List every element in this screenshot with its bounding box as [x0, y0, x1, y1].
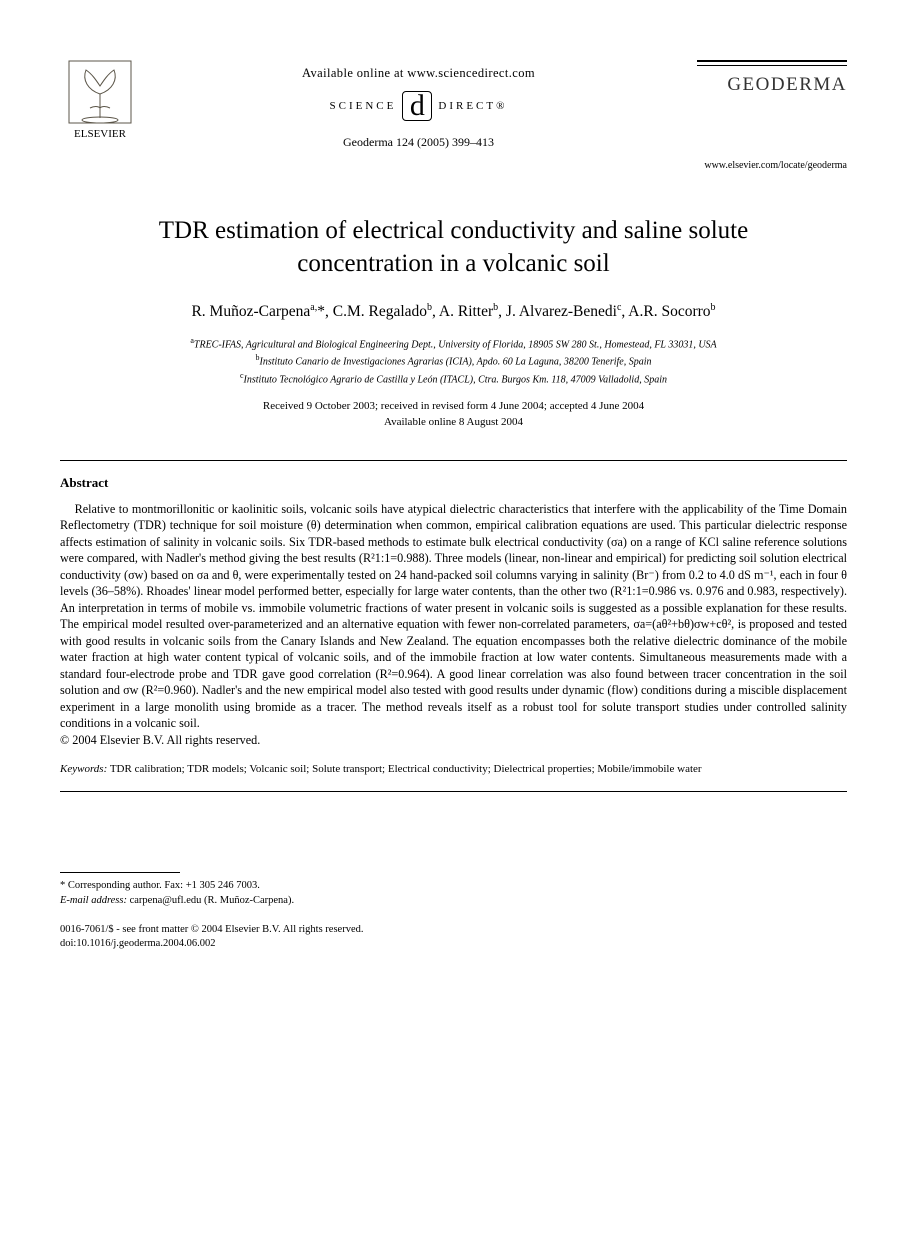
abstract-heading: Abstract	[60, 475, 847, 491]
journal-name: GEODERMA	[697, 74, 847, 96]
keywords-text: TDR calibration; TDR models; Volcanic so…	[110, 763, 702, 775]
issn-line: 0016-7061/$ - see front matter © 2004 El…	[60, 923, 847, 937]
abstract-body: Relative to montmorillonitic or kaolinit…	[60, 501, 847, 732]
header-right: GEODERMA	[697, 60, 847, 96]
dates-received: Received 9 October 2003; received in rev…	[60, 399, 847, 414]
email-line: E-mail address: carpena@ufl.edu (R. Muño…	[60, 894, 847, 909]
sd-text-right: DIRECT®	[438, 100, 507, 112]
journal-bar	[697, 60, 847, 66]
publisher-name: ELSEVIER	[74, 128, 126, 140]
locate-url: www.elsevier.com/locate/geoderma	[60, 160, 847, 171]
sd-d-icon: d	[402, 91, 432, 121]
header-center: Available online at www.sciencedirect.co…	[140, 60, 697, 150]
affiliation-b-text: Instituto Canario de Investigaciones Agr…	[259, 357, 651, 368]
doi-line: doi:10.1016/j.geoderma.2004.06.002	[60, 937, 847, 951]
article-dates: Received 9 October 2003; received in rev…	[60, 399, 847, 430]
email-label: E-mail address:	[60, 895, 127, 906]
footnotes: * Corresponding author. Fax: +1 305 246 …	[60, 879, 847, 908]
affiliation-a: aTREC-IFAS, Agricultural and Biological …	[60, 335, 847, 352]
dates-online: Available online 8 August 2004	[60, 415, 847, 430]
affiliation-c-text: Instituto Tecnológico Agrario de Castill…	[244, 374, 667, 385]
article-header: ELSEVIER Available online at www.science…	[60, 60, 847, 150]
affiliation-b: bInstituto Canario de Investigaciones Ag…	[60, 352, 847, 369]
affiliation-c: cInstituto Tecnológico Agrario de Castil…	[60, 370, 847, 387]
corresponding-author: * Corresponding author. Fax: +1 305 246 …	[60, 879, 847, 894]
divider	[60, 460, 847, 461]
copyright-line: © 2004 Elsevier B.V. All rights reserved…	[60, 733, 847, 748]
email-value: carpena@ufl.edu (R. Muñoz-Carpena).	[130, 895, 294, 906]
publisher-logo: ELSEVIER	[60, 60, 140, 150]
keywords-label: Keywords:	[60, 763, 107, 775]
sciencedirect-logo: SCIENCE d DIRECT®	[330, 91, 508, 121]
authors: R. Muñoz-Carpenaa,*, C.M. Regaladob, A. …	[60, 302, 847, 321]
article-title: TDR estimation of electrical conductivit…	[90, 215, 817, 280]
journal-reference: Geoderma 124 (2005) 399–413	[140, 135, 697, 150]
bottom-matter: 0016-7061/$ - see front matter © 2004 El…	[60, 923, 847, 951]
available-online-text: Available online at www.sciencedirect.co…	[140, 66, 697, 81]
elsevier-tree-icon	[68, 60, 132, 124]
footnote-separator	[60, 872, 180, 873]
sd-text-left: SCIENCE	[330, 100, 397, 112]
divider	[60, 791, 847, 792]
affiliations: aTREC-IFAS, Agricultural and Biological …	[60, 335, 847, 387]
affiliation-a-text: TREC-IFAS, Agricultural and Biological E…	[194, 339, 717, 350]
keywords: Keywords: TDR calibration; TDR models; V…	[60, 762, 847, 777]
